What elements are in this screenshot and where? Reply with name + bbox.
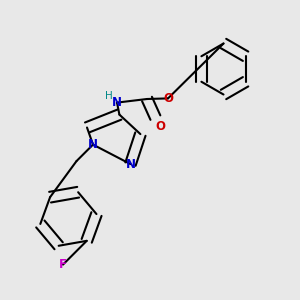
- Text: O: O: [156, 119, 166, 133]
- Text: H: H: [105, 91, 112, 101]
- Text: N: N: [88, 138, 98, 151]
- Text: O: O: [163, 92, 173, 105]
- Text: F: F: [59, 258, 67, 271]
- Text: N: N: [125, 158, 136, 171]
- Text: N: N: [112, 96, 122, 109]
